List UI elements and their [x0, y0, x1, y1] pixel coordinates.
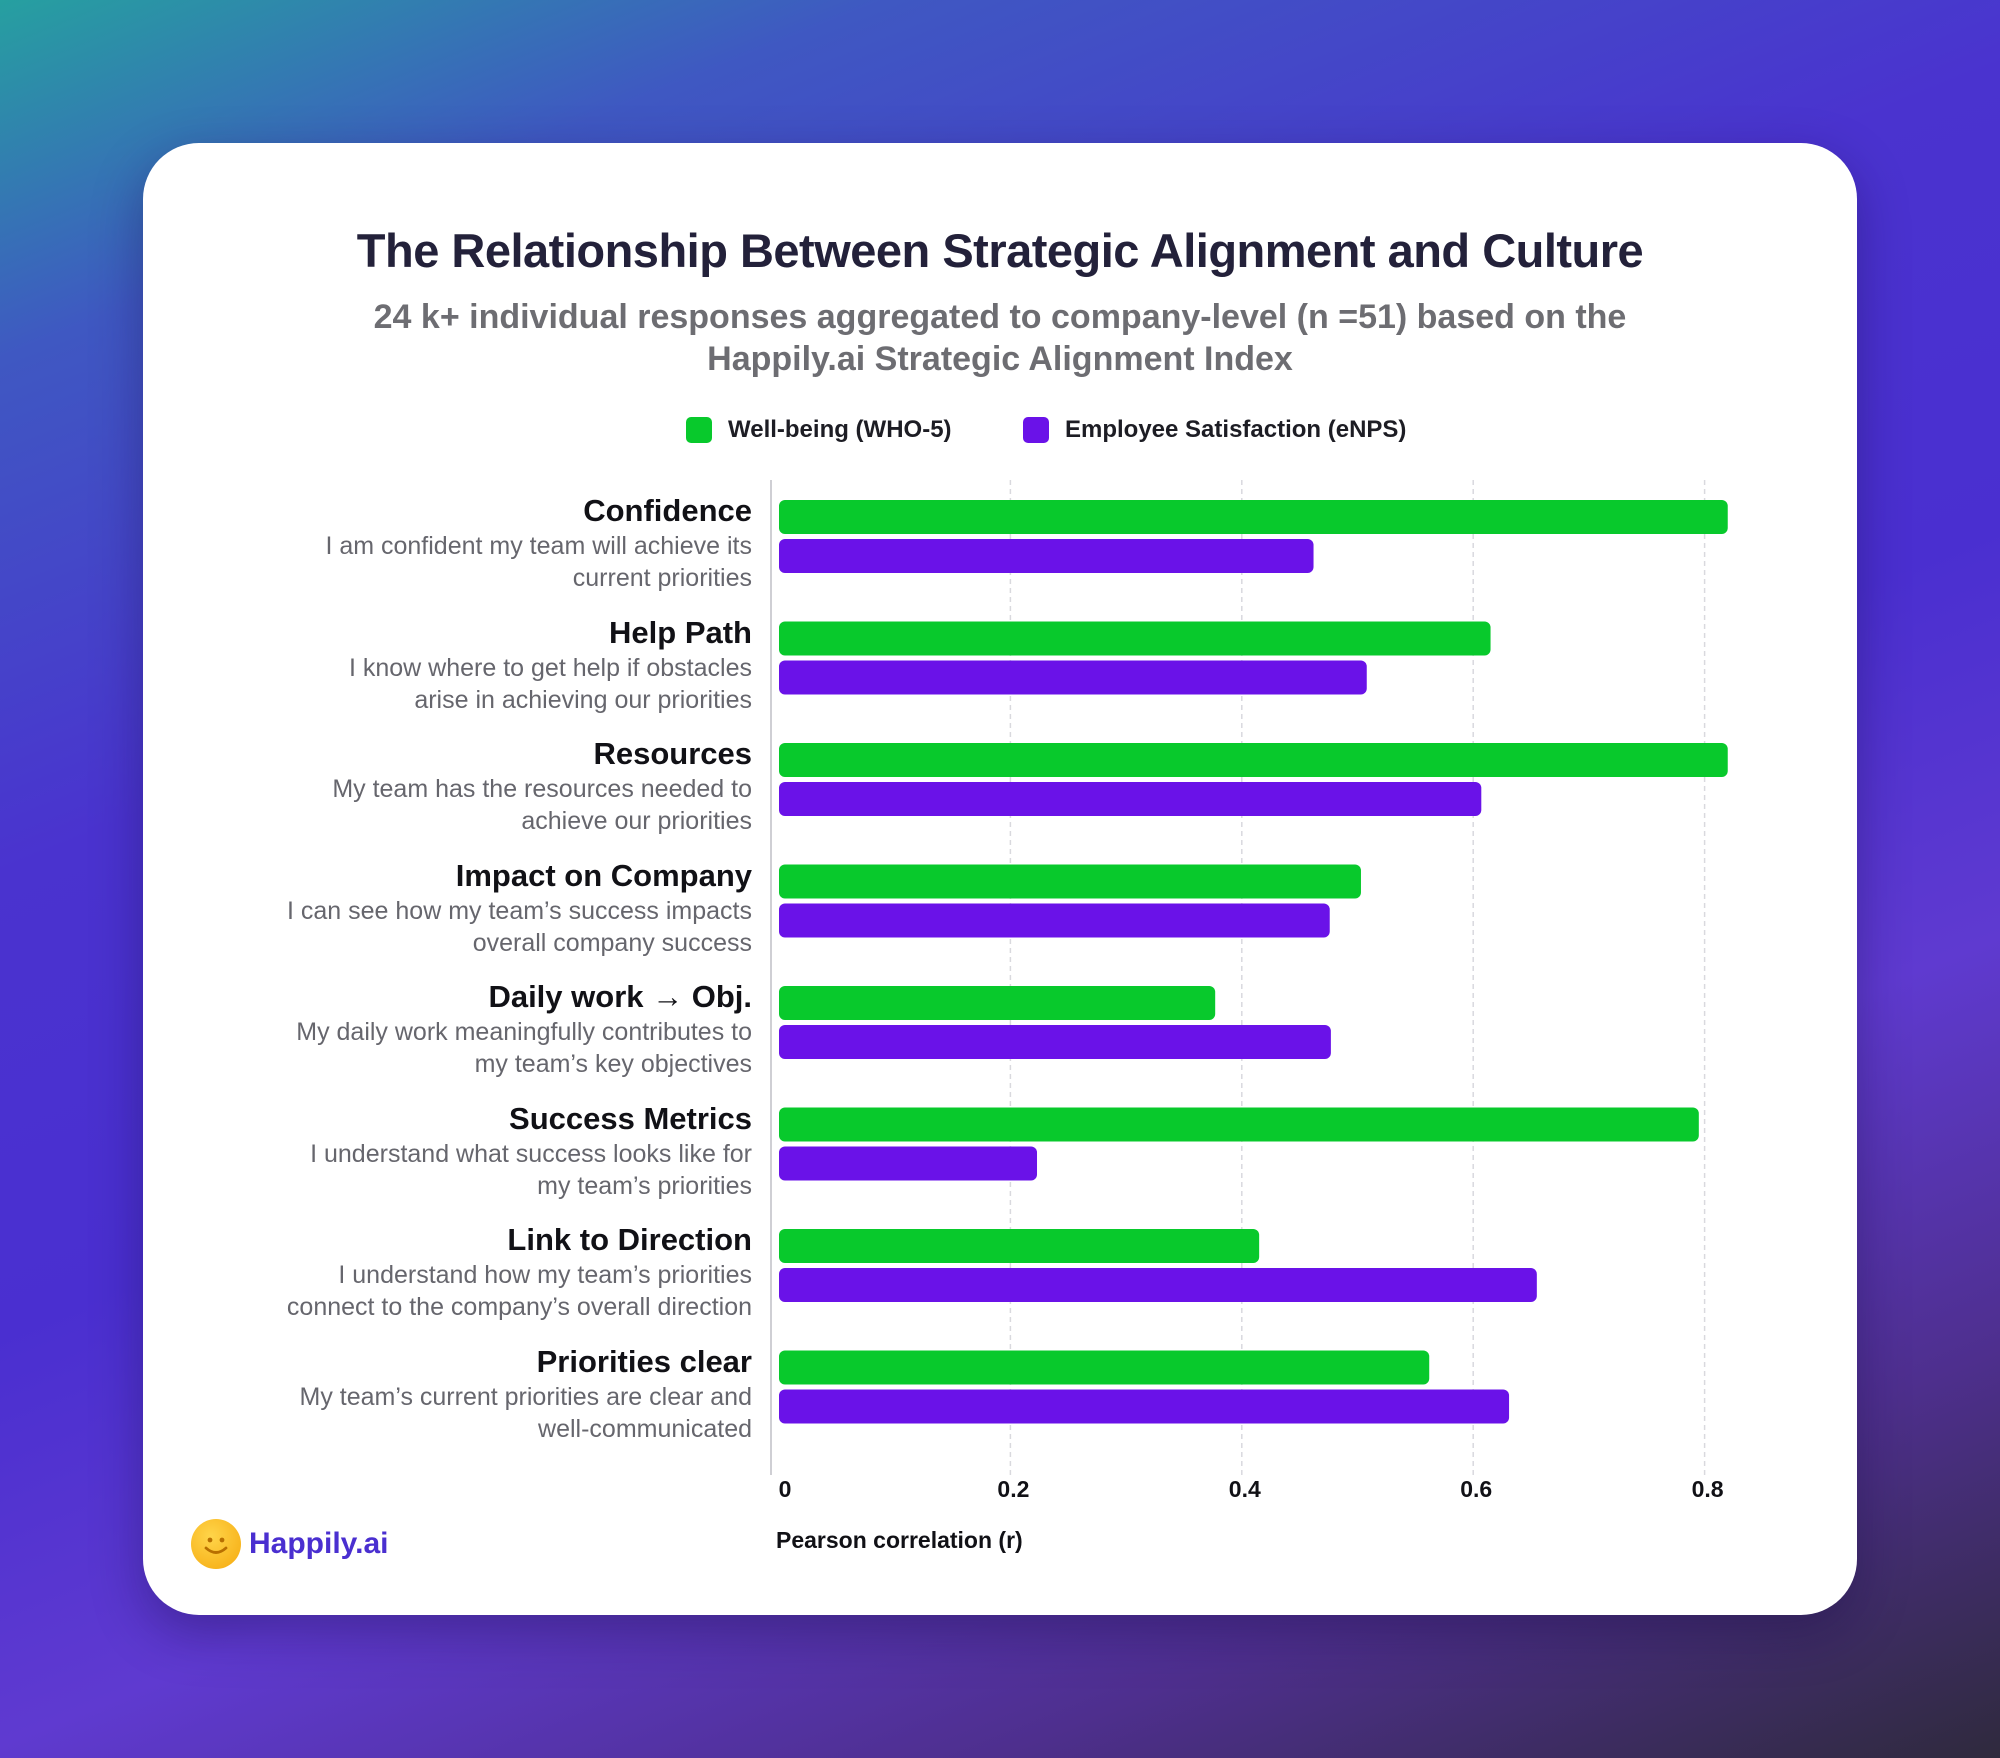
category-label: Resources My team has the resources neede… — [132, 735, 752, 837]
category-title: Resources — [593, 736, 752, 771]
bar-satisfaction — [779, 660, 1367, 695]
x-tick-label: 0 — [779, 1476, 792, 1502]
category-description: My team has the resources needed to — [332, 775, 752, 803]
category-title: Daily work → Obj. — [488, 979, 752, 1014]
category-description: well-communicated — [538, 1414, 752, 1443]
category-description: I can see how my team’s success impacts — [287, 896, 752, 925]
x-tick-label: 0.6 — [1460, 1476, 1492, 1502]
category-label: Confidence I am confident my team will ac… — [132, 492, 752, 594]
x-tick-label: 0.2 — [997, 1476, 1029, 1502]
smiley-icon — [191, 1519, 241, 1569]
legend-swatch-wellbeing — [686, 417, 712, 443]
category-description: overall company success — [472, 928, 752, 957]
category-title: Impact on Company — [455, 857, 752, 893]
bar-wellbeing — [779, 1350, 1430, 1385]
bar-satisfaction — [779, 903, 1330, 938]
x-tick-label: 0.8 — [1692, 1476, 1724, 1502]
x-tick-label: 0.4 — [1229, 1476, 1261, 1502]
category-label: Help Path I know where to get help if obs… — [132, 614, 752, 716]
category-label: Success Metrics I understand what success… — [132, 1100, 752, 1202]
category-label: Impact on Company I can see how my team’s… — [132, 857, 752, 959]
legend-item-satisfaction: Employee Satisfaction (eNPS) — [1023, 410, 1406, 450]
category-title: Priorities clear — [536, 1343, 752, 1379]
bar-satisfaction — [779, 782, 1482, 816]
bar-satisfaction — [779, 539, 1314, 573]
category-label: Daily work → Obj. My daily work meaningfu… — [132, 978, 752, 1080]
legend-item-wellbeing: Well-being (WHO-5) — [686, 410, 952, 450]
category-title: Help Path — [609, 614, 752, 650]
category-label: Link to Direction I understand how my tea… — [132, 1221, 752, 1323]
category-description: My daily work meaningfully contributes t… — [296, 1018, 752, 1046]
bar-wellbeing — [779, 986, 1216, 1020]
bar-wellbeing — [779, 500, 1728, 534]
legend-label-satisfaction: Employee Satisfaction (eNPS) — [1065, 416, 1407, 443]
category-description: achieve our priorities — [521, 807, 752, 835]
category-description: my team’s key objectives — [474, 1050, 752, 1078]
bar-wellbeing — [779, 1229, 1260, 1263]
bar-satisfaction — [779, 1146, 1038, 1181]
bar-satisfaction — [779, 1025, 1331, 1059]
bar-satisfaction — [779, 1389, 1510, 1424]
chart-subtitle: 24 k+ individual responses aggregated to… — [373, 298, 1627, 378]
x-axis-label: Pearson correlation (r) — [776, 1527, 1023, 1553]
category-description: current priorities — [572, 564, 752, 592]
logo-text: Happily.ai — [249, 1527, 389, 1560]
category-description: I understand what success looks like for — [310, 1139, 752, 1168]
bar-wellbeing — [779, 1107, 1699, 1142]
bar-satisfaction — [779, 1268, 1537, 1302]
chart-title: The Relationship Between Strategic Align… — [356, 224, 1644, 277]
category-title: Success Metrics — [509, 1100, 752, 1136]
legend: Well-being (WHO-5) Employee Satisfaction… — [0, 410, 2000, 450]
category-description: I am confident my team will achieve its — [325, 532, 752, 560]
category-description: My team’s current priorities are clear a… — [299, 1382, 753, 1411]
category-description: I know where to get help if obstacles — [348, 653, 752, 682]
category-description: I understand how my team’s priorities — [338, 1261, 752, 1289]
category-description: connect to the company’s overall directi… — [286, 1293, 752, 1321]
bar-wellbeing — [779, 743, 1728, 777]
category-label: Priorities clear My team’s current priori… — [132, 1343, 753, 1445]
legend-label-wellbeing: Well-being (WHO-5) — [728, 416, 952, 443]
bar-wellbeing — [779, 621, 1491, 656]
category-title: Link to Direction — [507, 1222, 752, 1257]
category-title: Confidence — [583, 493, 752, 528]
category-description: arise in achieving our priorities — [414, 685, 752, 714]
happily-logo: Happily.ai — [191, 1519, 388, 1569]
bar-wellbeing — [779, 864, 1361, 899]
category-description: my team’s priorities — [537, 1171, 752, 1200]
legend-swatch-satisfaction — [1023, 417, 1049, 443]
